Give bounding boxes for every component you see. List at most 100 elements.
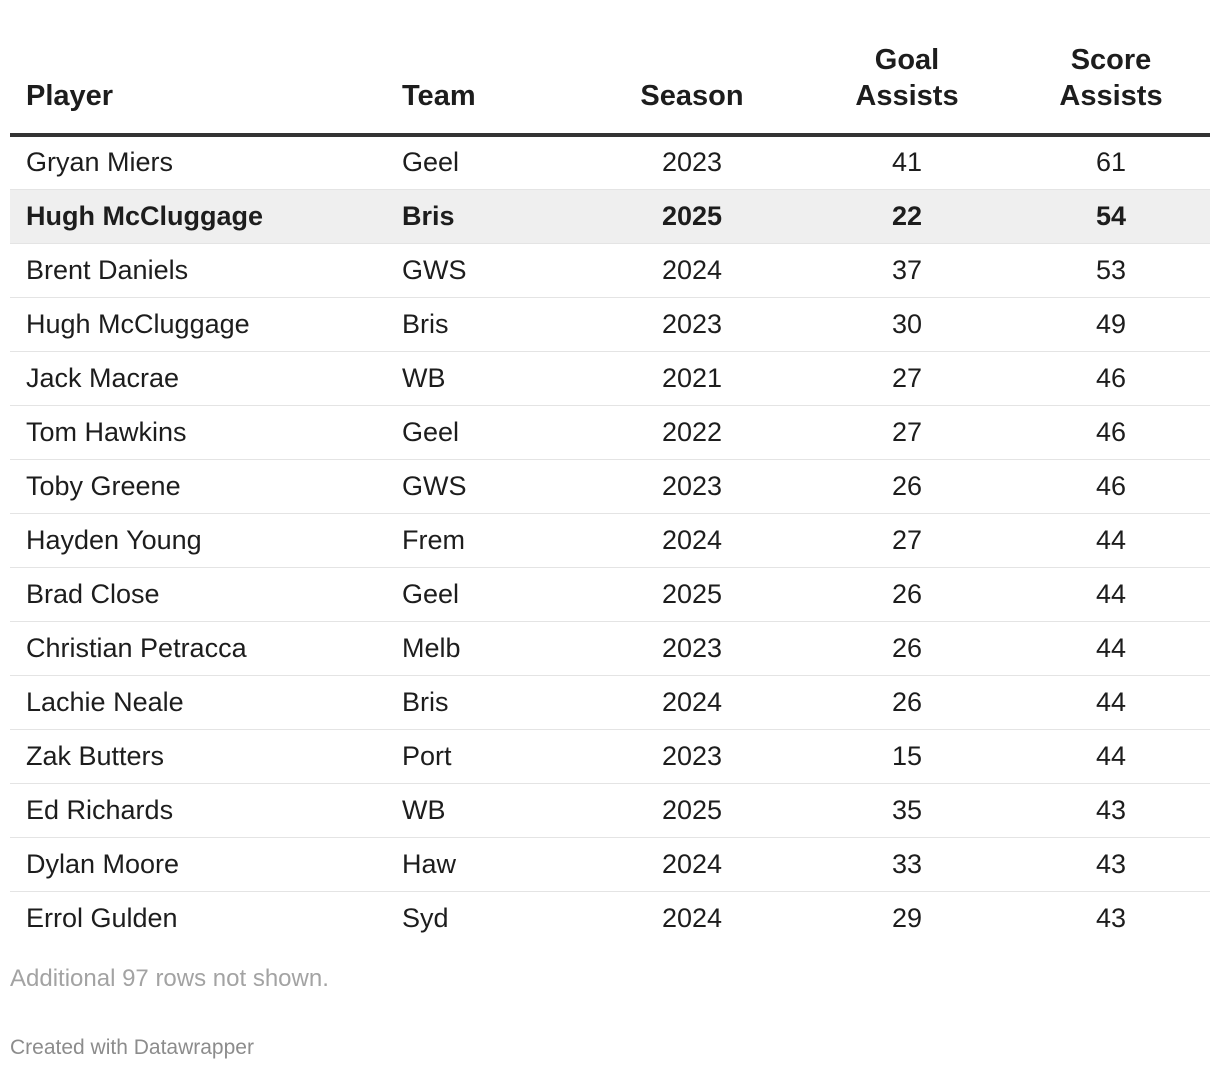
table-row: Ed Richards WB 2025 35 43 [10,783,1210,838]
cell-score-assists: 44 [1012,729,1210,784]
cell-score-assists: 46 [1012,351,1210,406]
cell-goal-assists: 41 [802,135,1012,190]
column-header-player: Player [10,0,386,137]
cell-player: Brent Daniels [10,243,386,298]
column-header-score-assists-line: Score [1070,44,1152,76]
cell-player: Dylan Moore [10,837,386,892]
cell-player: Ed Richards [10,783,386,838]
cell-score-assists: 61 [1012,135,1210,190]
column-header-goal-assists-line: Assists [855,80,959,112]
cell-team: GWS [386,243,582,298]
cell-score-assists: 53 [1012,243,1210,298]
table-body: Gryan Miers Geel 2023 41 61 Hugh McCluggage Br… [10,135,1210,945]
table-row: Gryan Miers Geel 2023 41 61 [10,135,1210,190]
column-header-season: Season [582,0,802,137]
cell-score-assists: 46 [1012,405,1210,460]
table-row: Lachie Neale Bris 2024 26 44 [10,675,1210,730]
column-header-score-assists: Score Assists [1012,0,1210,137]
cell-goal-assists: 35 [802,783,1012,838]
cell-team: Geel [386,405,582,460]
cell-score-assists: 44 [1012,513,1210,568]
column-header-player-line: Player [26,80,114,112]
cell-season: 2024 [582,513,802,568]
cell-team: Frem [386,513,582,568]
cell-season: 2023 [582,729,802,784]
cell-score-assists: 43 [1012,783,1210,838]
cell-player: Hayden Young [10,513,386,568]
cell-season: 2021 [582,351,802,406]
cell-score-assists: 44 [1012,621,1210,676]
table-row: Errol Gulden Syd 2024 29 43 [10,891,1210,945]
column-header-goal-assists-line: Goal [874,44,940,76]
cell-player: Jack Macrae [10,351,386,406]
cell-goal-assists: 29 [891,902,923,933]
cell-player: Toby Greene [10,459,386,514]
cell-goal-assists: 27 [802,351,1012,406]
cell-score-assists: 46 [1012,459,1210,514]
table-header: Player Team Season Goal Assists Score Assists [10,0,1210,137]
cell-score-assists: 43 [1012,837,1210,892]
cell-team: Bris [386,297,582,352]
cell-player: Brad Close [10,567,386,622]
cell-player: Zak Butters [10,729,386,784]
table-row: Hayden Young Frem 2024 27 44 [10,513,1210,568]
cell-team: GWS [386,459,582,514]
datawrapper-credit: Created with Datawrapper [10,1036,254,1059]
column-header-team-line: Team [402,80,476,112]
cell-goal-assists: 26 [802,621,1012,676]
cell-season: 2025 [582,189,802,244]
cell-team: Syd [402,902,449,933]
cell-player: Hugh McCluggage [10,189,386,244]
cell-score-assists: 44 [1012,567,1210,622]
table-row: Jack Macrae WB 2021 27 46 [10,351,1210,406]
cell-season: 2024 [582,243,802,298]
table-row: Christian Petracca Melb 2023 26 44 [10,621,1210,676]
cell-player: Christian Petracca [10,621,386,676]
cell-player: Hugh McCluggage [10,297,386,352]
cell-goal-assists: 22 [802,189,1012,244]
column-header-season-line: Season [640,80,744,112]
table-row: Toby Greene GWS 2023 26 46 [10,459,1210,514]
table-row: Brent Daniels GWS 2024 37 53 [10,243,1210,298]
table-row: Brad Close Geel 2025 26 44 [10,567,1210,622]
cell-team: Bris [386,675,582,730]
cell-season: 2024 [582,675,802,730]
cell-season: 2023 [582,135,802,190]
cell-team: WB [386,351,582,406]
cell-goal-assists: 27 [802,405,1012,460]
cell-team: Geel [386,135,582,190]
cell-goal-assists: 30 [802,297,1012,352]
table-container: Player Team Season Goal Assists Score Assists … [10,0,1210,945]
header-row: Player Team Season Goal Assists Score Assists [10,0,1210,137]
cell-player: Tom Hawkins [10,405,386,460]
cell-goal-assists: 33 [802,837,1012,892]
cell-team: Melb [386,621,582,676]
table-row: Zak Butters Port 2023 15 44 [10,729,1210,784]
cell-team: WB [386,783,582,838]
cell-season: 2024 [582,837,802,892]
cell-season: 2023 [582,459,802,514]
cell-player: Errol Gulden [26,902,178,933]
cell-goal-assists: 15 [802,729,1012,784]
cell-season: 2025 [582,783,802,838]
column-header-goal-assists: Goal Assists [802,0,1012,137]
data-table: Player Team Season Goal Assists Score Assists … [10,0,1210,945]
cell-goal-assists: 26 [802,675,1012,730]
cell-team: Haw [386,837,582,892]
cell-team: Geel [386,567,582,622]
cell-season: 2025 [582,567,802,622]
cell-team: Port [386,729,582,784]
cell-goal-assists: 27 [802,513,1012,568]
cell-season: 2023 [582,297,802,352]
table-row-highlighted: Hugh McCluggage Bris 2025 22 54 [10,189,1210,244]
cell-player: Gryan Miers [10,135,386,190]
column-header-team: Team [386,0,582,137]
cell-team: Bris [386,189,582,244]
table-row: Tom Hawkins Geel 2022 27 46 [10,405,1210,460]
cell-goal-assists: 37 [802,243,1012,298]
cell-score-assists: 43 [1095,902,1127,933]
cell-score-assists: 44 [1012,675,1210,730]
cell-score-assists: 49 [1012,297,1210,352]
cell-goal-assists: 26 [802,459,1012,514]
cell-score-assists: 54 [1012,189,1210,244]
